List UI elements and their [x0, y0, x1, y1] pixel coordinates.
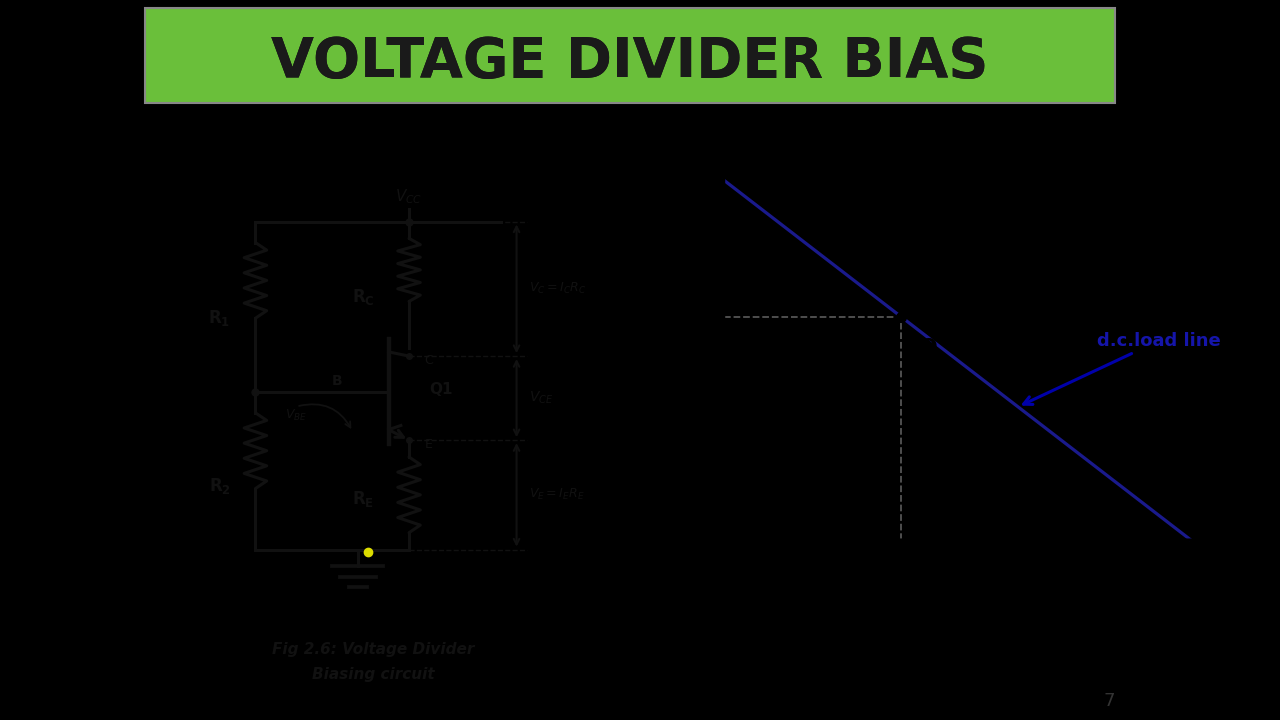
Text: VOLTAGE DIVIDER BIAS: VOLTAGE DIVIDER BIAS: [271, 35, 988, 89]
Bar: [145, 8, 1115, 103]
Text: C: C: [425, 354, 433, 366]
Text: E: E: [425, 438, 433, 451]
Text: d.c.load line: d.c.load line: [1024, 332, 1221, 405]
Text: Q: Q: [920, 338, 937, 359]
Text: Q1: Q1: [430, 382, 453, 397]
Text: $\mathbf{R_C}$: $\mathbf{R_C}$: [352, 287, 374, 307]
Text: $V_{BE}$: $V_{BE}$: [285, 408, 307, 423]
Text: $V_{CE(cutoff)} = V_{CC}$: $V_{CE(cutoff)} = V_{CC}$: [1140, 565, 1242, 583]
Text: $\mathbf{R_1}$: $\mathbf{R_1}$: [209, 308, 230, 328]
Text: $V_E = I_E R_E$: $V_E = I_E R_E$: [530, 487, 585, 503]
Text: B: B: [332, 374, 343, 388]
Text: $V_{CE}$: $V_{CE}$: [1277, 554, 1280, 576]
Text: VOLTAGE DIVIDER BIAS: VOLTAGE DIVIDER BIAS: [271, 35, 988, 89]
Text: $V_{CC}$: $V_{CC}$: [396, 187, 422, 206]
Text: 7: 7: [1103, 692, 1115, 710]
Text: Fig 2.6: Voltage Divider: Fig 2.6: Voltage Divider: [273, 642, 475, 657]
Text: $V_{EQ}$: $V_{EQ}$: [887, 565, 915, 585]
Text: Biasing circuit: Biasing circuit: [312, 667, 434, 683]
Text: $\mathbf{R_2}$: $\mathbf{R_2}$: [209, 477, 230, 496]
Text: $I_{cq}$: $I_{cq}$: [680, 305, 700, 328]
Text: $\mathbf{R_E}$: $\mathbf{R_E}$: [352, 489, 374, 509]
Text: $I_{C\,(sat)} = \dfrac{V_{CC}}{R_C + R_E}$: $I_{C\,(sat)} = \dfrac{V_{CC}}{R_C + R_E…: [737, 135, 837, 166]
Text: $I_C$: $I_C$: [686, 122, 705, 145]
Text: $V_C = I_C R_C$: $V_C = I_C R_C$: [530, 282, 586, 297]
Text: $V_{CE}$: $V_{CE}$: [530, 390, 554, 406]
